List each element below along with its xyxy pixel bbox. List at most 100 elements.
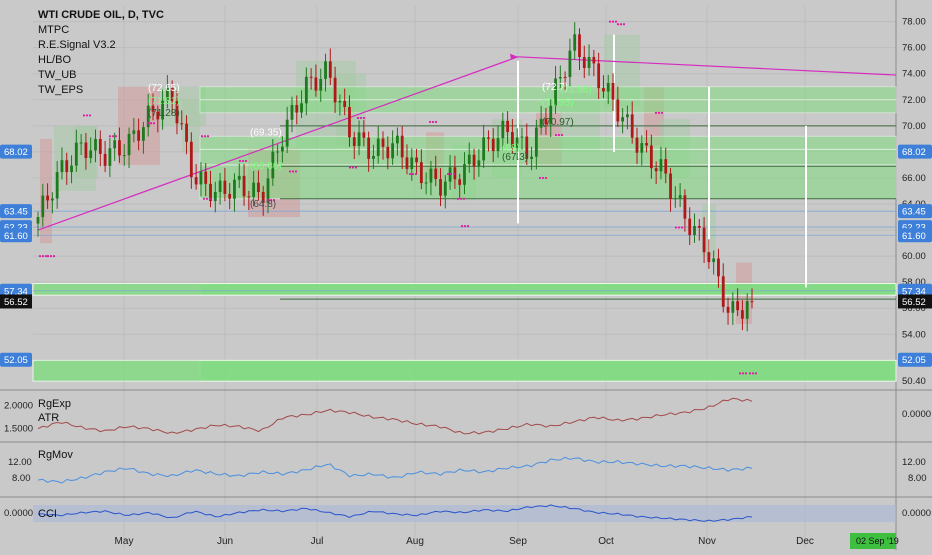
candle-body xyxy=(261,192,265,203)
candle-body xyxy=(621,117,625,122)
indicator-re-signal[interactable]: R.E.Signal V3.2 xyxy=(38,39,116,51)
candle-body xyxy=(530,156,533,159)
candle-body xyxy=(673,198,677,200)
signal-dot xyxy=(466,225,470,228)
signal-dot xyxy=(674,226,678,229)
price-level-label: (67.3) xyxy=(502,152,528,163)
cci-right-tick: 0.0000 xyxy=(902,508,931,519)
signal-dot xyxy=(538,176,542,180)
symbol-title[interactable]: WTI CRUDE OIL, D, TVC xyxy=(38,9,164,21)
signal-dot xyxy=(203,135,207,138)
cci-label[interactable]: CCI xyxy=(38,508,57,520)
signal-dot xyxy=(85,114,89,117)
price-level-label: (66.86) xyxy=(250,161,282,172)
left-price-tag-label: 62.23 xyxy=(4,223,28,234)
candle-body xyxy=(103,153,107,166)
right-price-tag xyxy=(898,283,932,298)
signal-dot xyxy=(677,226,681,229)
signal-dot xyxy=(108,135,112,138)
candle-body xyxy=(271,151,275,179)
candle-body xyxy=(443,181,447,196)
support-zone xyxy=(199,148,897,166)
candle-body xyxy=(372,155,375,159)
month-label: Oct xyxy=(598,536,614,547)
candle-body xyxy=(127,133,131,156)
candle-body xyxy=(472,154,476,167)
right-price-tag-label: 57.34 xyxy=(902,286,926,297)
signal-dot xyxy=(49,255,53,258)
candle-body xyxy=(501,120,505,139)
candle-body xyxy=(333,77,337,103)
price-tick-label: 56.00 xyxy=(902,303,926,314)
price-level-label: (71.56) xyxy=(560,84,592,95)
signal-dot xyxy=(111,135,115,138)
candle-body xyxy=(606,82,610,92)
signal-dot xyxy=(738,372,742,375)
candle-body xyxy=(741,310,744,319)
signal-dot xyxy=(88,114,92,117)
indicator-hl-bo[interactable]: HL/BO xyxy=(38,54,72,66)
rgmov-pane-legend: RgMov xyxy=(38,448,73,462)
left-price-tag-label: 61.60 xyxy=(4,231,28,242)
month-label: Jun xyxy=(217,536,233,547)
rgexp-label[interactable]: RgExp xyxy=(38,398,72,410)
signal-dot xyxy=(294,170,298,173)
price-level-label: (71.95) xyxy=(542,97,574,108)
candle-body xyxy=(348,106,351,138)
candle-body xyxy=(194,177,198,185)
candle-body xyxy=(717,258,720,277)
candle-body xyxy=(491,138,495,152)
signal-dot xyxy=(622,23,626,26)
price-tick-label: 70.00 xyxy=(902,121,926,132)
candle-body xyxy=(645,143,648,146)
candle-body xyxy=(170,87,174,102)
right-price-tag xyxy=(898,228,932,243)
candle-body xyxy=(467,154,471,165)
signal-dot xyxy=(291,170,295,173)
cci-band xyxy=(33,505,896,522)
candle-body xyxy=(400,135,404,158)
atr-label[interactable]: ATR xyxy=(38,412,60,424)
signal-dot xyxy=(452,172,456,176)
candle-body xyxy=(654,168,658,172)
signal-dot xyxy=(660,111,664,114)
month-label: Sep xyxy=(509,536,527,547)
indicator-tw-eps[interactable]: TW_EPS xyxy=(38,84,84,96)
candle-body xyxy=(165,87,169,101)
signal-dot xyxy=(608,20,612,23)
indicator-mtpc[interactable]: MTPC xyxy=(38,24,70,36)
month-label: Jul xyxy=(311,536,324,547)
candle-body xyxy=(290,105,294,120)
signal-dot xyxy=(44,255,48,258)
signal-dot xyxy=(654,111,658,114)
candle-body xyxy=(405,157,409,169)
signal-dot xyxy=(241,159,245,163)
candle-body xyxy=(304,76,308,104)
rgmov-right-tick: 8.00 xyxy=(908,473,927,484)
rgmov-right-tick: 12.00 xyxy=(902,457,926,468)
candle-body xyxy=(415,157,418,163)
candle-body xyxy=(276,151,279,153)
signal-dot xyxy=(680,226,684,229)
signal-dot xyxy=(614,20,618,23)
candle-body xyxy=(295,105,299,113)
candle-body xyxy=(693,226,696,236)
candle-body xyxy=(266,178,270,203)
price-tick-label: 78.00 xyxy=(902,17,926,28)
candle-body xyxy=(300,103,303,113)
candle-body xyxy=(453,167,457,180)
signal-dot xyxy=(208,197,212,200)
indicator-tw-ub[interactable]: TW_UB xyxy=(38,69,77,81)
right-price-tag xyxy=(898,352,932,367)
candle-body xyxy=(534,127,538,157)
right-price-tag xyxy=(898,144,932,159)
candle-body xyxy=(554,78,557,106)
candle-body xyxy=(309,76,313,78)
signal-dot xyxy=(460,225,464,228)
rgmov-label[interactable]: RgMov xyxy=(38,449,73,461)
signal-dot xyxy=(611,20,615,23)
candle-body xyxy=(659,159,663,172)
signal-dot xyxy=(266,199,270,202)
